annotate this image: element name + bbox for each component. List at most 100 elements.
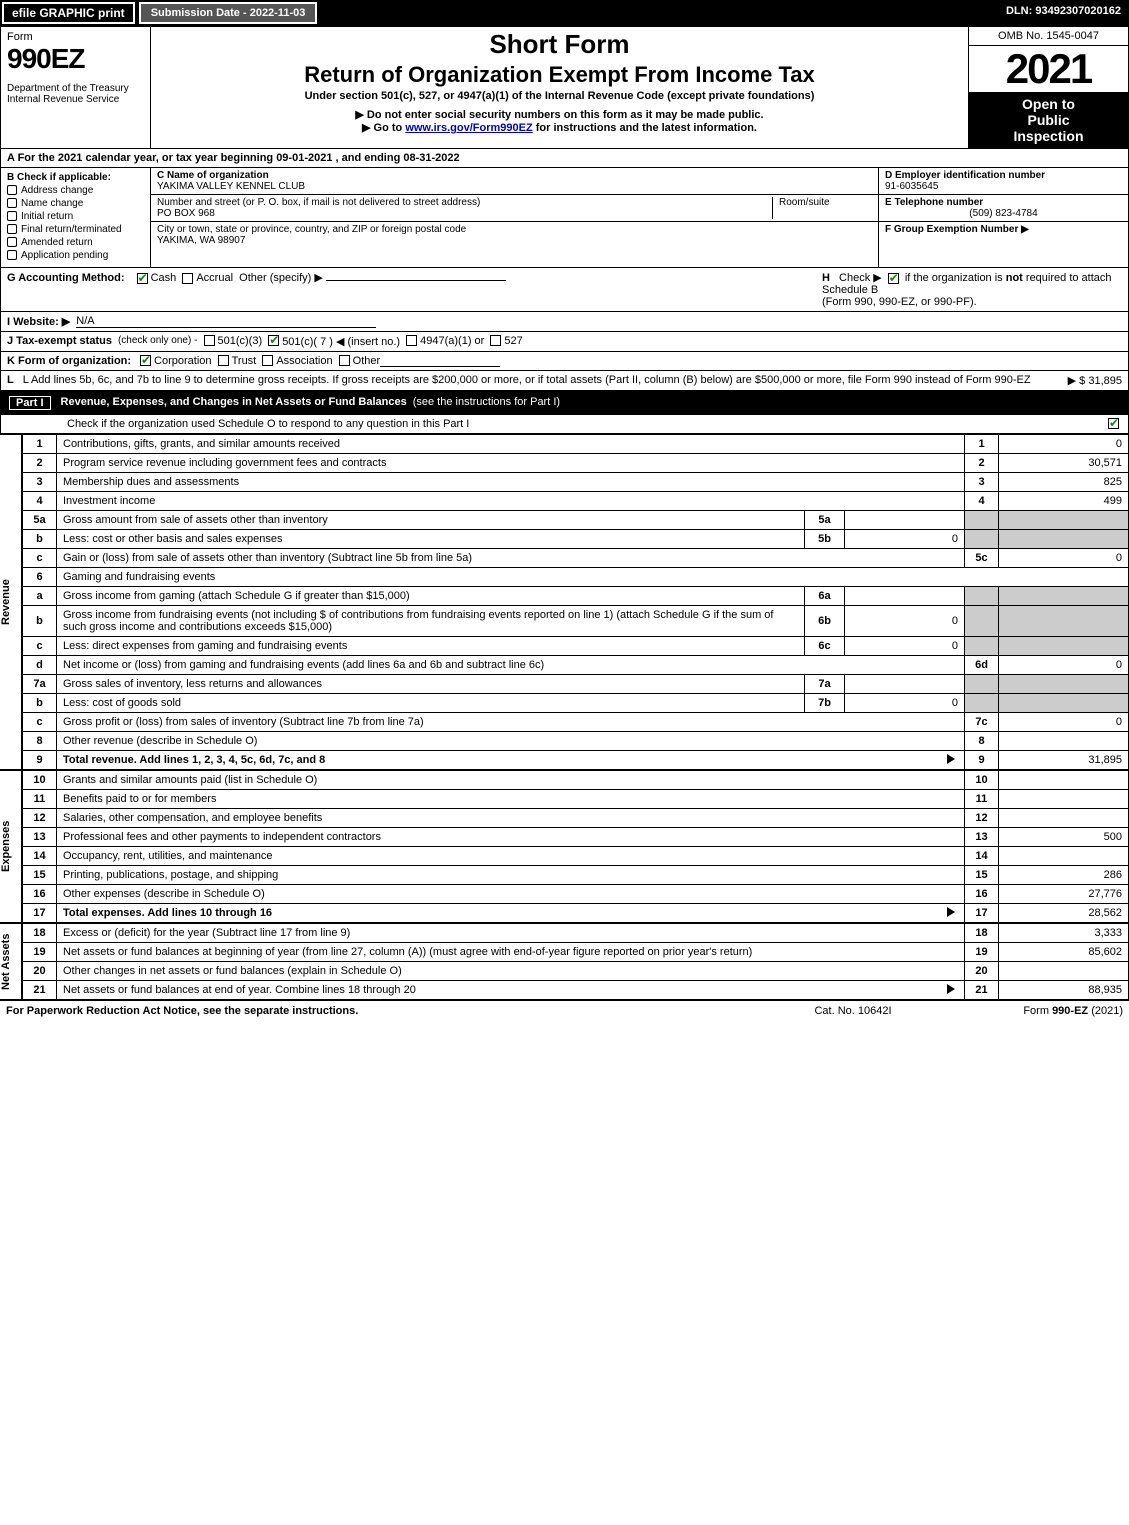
row-number: 8 xyxy=(23,732,57,751)
table-row: 21Net assets or fund balances at end of … xyxy=(23,981,1129,1000)
chk-final-return[interactable]: Final return/terminated xyxy=(7,224,144,235)
amount-cell: 500 xyxy=(999,828,1129,847)
part-i-header: Part I Revenue, Expenses, and Changes in… xyxy=(0,391,1129,415)
omb-number: OMB No. 1545-0047 xyxy=(969,27,1128,46)
group-exemption-label: F Group Exemption Number ▶ xyxy=(885,224,1029,235)
line-number-cell xyxy=(965,511,999,530)
netassets-vlabel: Net Assets xyxy=(0,923,22,1000)
table-row: 12Salaries, other compensation, and empl… xyxy=(23,809,1129,828)
part-i-title: Revenue, Expenses, and Changes in Net As… xyxy=(61,396,407,410)
sub-line-value: 0 xyxy=(845,530,965,549)
amount-cell: 28,562 xyxy=(999,904,1129,923)
chk-amended-return[interactable]: Amended return xyxy=(7,237,144,248)
row-desc: Gross profit or (loss) from sales of inv… xyxy=(57,713,965,732)
line-i: I Website: ▶ N/A xyxy=(0,312,1129,332)
ein-cell: D Employer identification number 91-6035… xyxy=(879,168,1128,195)
table-row: cGross profit or (loss) from sales of in… xyxy=(23,713,1129,732)
table-row: 20Other changes in net assets or fund ba… xyxy=(23,962,1129,981)
line-number-cell xyxy=(965,530,999,549)
org-name-value: YAKIMA VALLEY KENNEL CLUB xyxy=(157,181,872,192)
row-desc: Gross sales of inventory, less returns a… xyxy=(57,675,805,694)
line-number-cell xyxy=(965,606,999,637)
chk-accrual[interactable] xyxy=(182,273,193,284)
chk-application-pending[interactable]: Application pending xyxy=(7,250,144,261)
amount-cell: 88,935 xyxy=(999,981,1129,1000)
sub-line-number: 5b xyxy=(805,530,845,549)
chk-501c3[interactable] xyxy=(204,335,215,346)
footer-catalog: Cat. No. 10642I xyxy=(763,1005,943,1017)
sub-line-number: 6c xyxy=(805,637,845,656)
row-number: c xyxy=(23,549,57,568)
chk-schedule-o[interactable] xyxy=(1108,418,1119,429)
amount-cell: 499 xyxy=(999,492,1129,511)
org-name-cell: C Name of organization YAKIMA VALLEY KEN… xyxy=(151,168,878,195)
group-exemption-cell: F Group Exemption Number ▶ xyxy=(879,222,1128,237)
line-number-cell xyxy=(965,587,999,606)
chk-schedule-b[interactable] xyxy=(888,273,899,284)
line-number-cell: 12 xyxy=(965,809,999,828)
table-row: bLess: cost of goods sold7b0 xyxy=(23,694,1129,713)
chk-other-org[interactable] xyxy=(339,355,350,366)
chk-trust[interactable] xyxy=(218,355,229,366)
form-header: Form 990EZ Department of the Treasury In… xyxy=(0,26,1129,149)
row-number: 3 xyxy=(23,473,57,492)
table-row: 5aGross amount from sale of assets other… xyxy=(23,511,1129,530)
revenue-table: 1Contributions, gifts, grants, and simil… xyxy=(22,434,1129,770)
table-row: 4Investment income4499 xyxy=(23,492,1129,511)
goto-link[interactable]: www.irs.gov/Form990EZ xyxy=(405,122,532,134)
street-value: PO BOX 968 xyxy=(157,208,772,219)
amount-cell xyxy=(999,637,1129,656)
chk-name-change[interactable]: Name change xyxy=(7,198,144,209)
chk-501c[interactable] xyxy=(268,335,279,346)
row-number: c xyxy=(23,713,57,732)
sub-line-value xyxy=(845,587,965,606)
line-j: J Tax-exempt status (check only one) - 5… xyxy=(0,332,1129,352)
donot-line: ▶ Do not enter social security numbers o… xyxy=(157,108,962,121)
sub-line-value: 0 xyxy=(845,637,965,656)
phone-value: (509) 823-4784 xyxy=(885,208,1122,219)
line-j-note: (check only one) - xyxy=(118,335,197,348)
row-desc: Membership dues and assessments xyxy=(57,473,965,492)
city-cell: City or town, state or province, country… xyxy=(151,222,878,248)
part-i-tag: Part I xyxy=(9,396,51,410)
table-row: 3Membership dues and assessments3825 xyxy=(23,473,1129,492)
street-cell: Number and street (or P. O. box, if mail… xyxy=(151,195,878,222)
chk-association[interactable] xyxy=(262,355,273,366)
row-number: 10 xyxy=(23,771,57,790)
line-g: G Accounting Method: Cash Accrual Other … xyxy=(7,271,822,308)
chk-initial-return[interactable]: Initial return xyxy=(7,211,144,222)
chk-address-change[interactable]: Address change xyxy=(7,185,144,196)
chk-address-change-label: Address change xyxy=(21,185,93,196)
ein-value: 91-6035645 xyxy=(885,181,1122,192)
line-k-label: K Form of organization: xyxy=(7,355,131,367)
line-number-cell: 4 xyxy=(965,492,999,511)
chk-4947[interactable] xyxy=(406,335,417,346)
line-number-cell: 8 xyxy=(965,732,999,751)
row-desc: Less: cost of goods sold xyxy=(57,694,805,713)
opt-trust: Trust xyxy=(232,355,257,367)
chk-corporation[interactable] xyxy=(140,355,151,366)
table-row: dNet income or (loss) from gaming and fu… xyxy=(23,656,1129,675)
chk-amended-return-label: Amended return xyxy=(21,237,93,248)
row-number: 7a xyxy=(23,675,57,694)
chk-527[interactable] xyxy=(490,335,501,346)
footer-right: Form 990-EZ (2021) xyxy=(943,1005,1123,1017)
form-year-block: OMB No. 1545-0047 2021 Open to Public In… xyxy=(968,27,1128,148)
opt-4947: 4947(a)(1) or xyxy=(420,335,484,348)
opt-501c3: 501(c)(3) xyxy=(218,335,263,348)
line-number-cell: 7c xyxy=(965,713,999,732)
chk-cash[interactable] xyxy=(137,273,148,284)
table-row: 16Other expenses (describe in Schedule O… xyxy=(23,885,1129,904)
chk-name-change-label: Name change xyxy=(21,198,83,209)
arrow-icon xyxy=(947,907,955,917)
line-number-cell: 20 xyxy=(965,962,999,981)
opt-corporation: Corporation xyxy=(154,355,211,367)
row-number: 9 xyxy=(23,751,57,770)
org-name-label: C Name of organization xyxy=(157,170,872,181)
efile-print-button[interactable]: efile GRAPHIC print xyxy=(2,2,135,24)
line-number-cell: 17 xyxy=(965,904,999,923)
city-value: YAKIMA, WA 98907 xyxy=(157,235,872,246)
netassets-table: 18Excess or (deficit) for the year (Subt… xyxy=(22,923,1129,1000)
section-b-title: B Check if applicable: xyxy=(7,172,144,183)
line-number-cell: 11 xyxy=(965,790,999,809)
